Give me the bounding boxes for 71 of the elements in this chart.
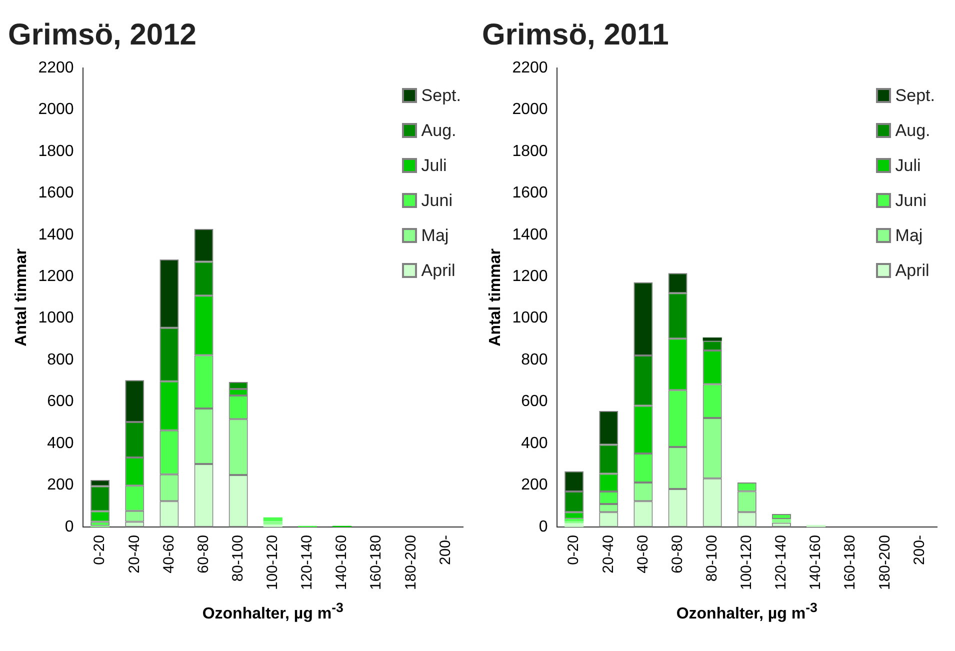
x-tick-label: 60-80 [194, 534, 212, 574]
y-tick-label: 1400 [512, 226, 548, 244]
bar [263, 521, 282, 524]
x-axis-title: Ozonhalter, µg m$^{-3}$ [675, 600, 818, 624]
x-tick-label: 120-140 [772, 534, 790, 590]
y-tick-label: 400 [521, 434, 548, 452]
bar [263, 524, 282, 527]
x-tick-label: 0-20 [565, 534, 582, 565]
x-tick-label: 20-40 [126, 534, 143, 574]
x-axis-title: Ozonhalter, µg m$^{-3}$ [201, 600, 344, 624]
legend-label: April [421, 260, 456, 280]
x-tick-label: 180-200 [402, 534, 420, 590]
legend-label: Juni [421, 190, 452, 210]
y-tick-label: 2200 [38, 59, 74, 76]
x-tick-label: 40-60 [160, 534, 178, 574]
legend-label: Juli [421, 156, 447, 176]
y-tick-label: 1200 [512, 268, 548, 286]
x-tick-label: 20-40 [600, 534, 617, 574]
chart-title: Grimsö, 2012 [8, 18, 196, 52]
x-tick-label: 100-120 [738, 534, 756, 590]
y-tick-label: 2200 [512, 59, 548, 76]
bar [564, 523, 584, 527]
legend-label: Aug. [421, 120, 456, 140]
x-tick-label: 80-100 [703, 534, 720, 582]
y-tick-label: 400 [47, 434, 74, 452]
x-tick-label: 140-160 [333, 534, 350, 590]
legend-label: Sept. [895, 86, 935, 106]
y-tick-label: 1000 [512, 310, 548, 327]
y-tick-label: 600 [521, 393, 548, 410]
x-tick-label: 80-100 [229, 534, 246, 582]
y-tick-label: 1600 [512, 184, 548, 202]
y-tick-label: 800 [47, 351, 74, 368]
legend-label: Juli [895, 156, 921, 176]
x-tick-label: 180-200 [876, 534, 894, 590]
legend-label: April [895, 260, 930, 280]
legend-label: Sept. [421, 86, 461, 106]
y-axis-title: Antal timmar [487, 248, 504, 346]
y-tick-label: 1200 [38, 268, 74, 286]
bar [564, 518, 584, 522]
y-axis-title: Antal timmar [13, 248, 30, 346]
x-tick-label: 100-120 [264, 534, 282, 590]
y-tick-label: 1600 [38, 184, 74, 202]
x-tick-label: 60-80 [668, 534, 686, 574]
y-tick-label: 1800 [512, 142, 548, 160]
legend-label: Maj [895, 226, 923, 246]
x-tick-label: 140-160 [807, 534, 824, 590]
x-tick-label: 160-180 [842, 534, 859, 590]
y-tick-label: 200 [47, 476, 74, 494]
y-tick-label: 0 [538, 518, 548, 536]
x-tick-label: 200- [436, 534, 454, 565]
y-tick-label: 200 [521, 476, 548, 494]
x-tick-label: 160-180 [368, 534, 385, 590]
x-tick-label: 0-20 [91, 534, 108, 565]
y-tick-label: 1800 [38, 142, 74, 160]
y-tick-label: 1000 [38, 310, 74, 327]
y-tick-label: 2000 [38, 101, 74, 118]
y-tick-label: 800 [521, 351, 548, 368]
legend-label: Juni [895, 190, 926, 210]
x-tick-label: 40-60 [634, 534, 652, 574]
legend-label: Maj [421, 226, 449, 246]
bar [702, 338, 722, 341]
y-tick-label: 1400 [38, 226, 74, 244]
y-tick-label: 600 [47, 393, 74, 410]
bar [263, 517, 282, 522]
legend-label: Aug. [895, 120, 930, 140]
y-tick-label: 2000 [512, 101, 548, 118]
bar [772, 519, 791, 523]
x-tick-label: 200- [910, 534, 928, 565]
x-tick-label: 120-140 [298, 534, 316, 590]
chart-title: Grimsö, 2011 [482, 18, 669, 52]
y-tick-label: 0 [64, 518, 74, 536]
